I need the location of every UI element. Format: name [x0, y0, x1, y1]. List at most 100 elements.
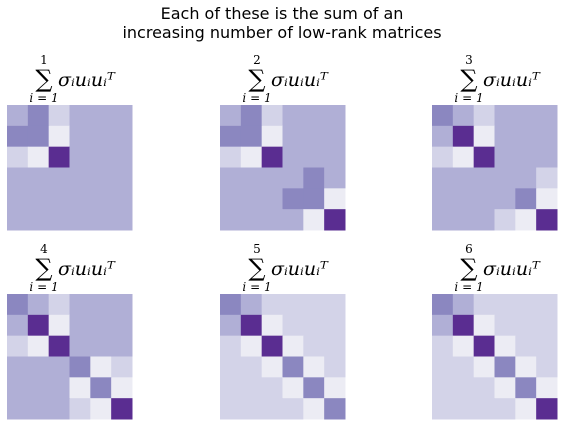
heatmap-cell — [27, 209, 50, 231]
heatmap-cell — [48, 146, 70, 168]
heatmap-cell — [48, 377, 70, 399]
heatmap-cell — [240, 167, 263, 189]
heatmap-cell — [90, 377, 112, 399]
heatmap-cell — [494, 335, 516, 357]
heatmap-cell — [27, 105, 50, 127]
heatmap-cell — [240, 209, 263, 231]
heatmap-cell — [261, 209, 283, 231]
heatmap-cell — [69, 105, 91, 127]
sum-lower-limit: i = 1 — [454, 91, 483, 105]
heatmap-cell — [240, 398, 263, 420]
heatmap-cell — [69, 377, 91, 399]
heatmap-cell — [494, 356, 516, 378]
heatmap-cell — [515, 188, 537, 210]
heatmap-cell — [303, 398, 325, 420]
sum-symbol: ∑ — [248, 65, 265, 93]
heatmap-cell — [303, 125, 325, 148]
summand-expression: σᵢuᵢuᵢᵀ — [271, 258, 329, 280]
heatmap-cell — [48, 335, 70, 357]
heatmap-cell — [7, 294, 29, 316]
heatmap-cell — [240, 105, 263, 127]
heatmap-cell — [432, 314, 454, 337]
heatmap-cell — [27, 167, 50, 189]
heatmap-cell — [536, 398, 558, 420]
heatmap-cell — [90, 294, 112, 316]
heatmap-cell — [324, 188, 346, 210]
heatmap-cell — [303, 335, 325, 357]
sum-upper-limit: 2 — [253, 53, 261, 67]
heatmap-cell — [7, 314, 29, 337]
sum-upper-limit: 5 — [253, 242, 261, 256]
heatmap-cell — [432, 335, 454, 357]
heatmap-cell — [536, 188, 558, 210]
heatmap-cell — [69, 294, 91, 316]
heatmap-cell — [7, 209, 29, 231]
heatmap-cell — [432, 209, 454, 231]
heatmap-cell — [261, 398, 283, 420]
heatmap-cell — [69, 398, 91, 420]
heatmap-cell — [48, 125, 70, 148]
heatmap-cell — [69, 209, 91, 231]
heatmap-cell — [48, 314, 70, 337]
heatmap-cell — [515, 146, 537, 168]
heatmap-cell — [261, 188, 283, 210]
heatmap-cell — [111, 398, 133, 420]
heatmap-cell — [90, 209, 112, 231]
heatmap-cell — [536, 167, 558, 189]
heatmap-cell — [220, 167, 242, 189]
heatmap-cell — [452, 105, 475, 127]
heatmap-cell — [324, 398, 346, 420]
heatmap-cell — [452, 314, 475, 337]
heatmap-cell — [324, 356, 346, 378]
heatmap-cell — [494, 314, 516, 337]
heatmap-cell — [220, 377, 242, 399]
heatmap-cell — [240, 356, 263, 378]
heatmap-cell — [452, 146, 475, 168]
heatmap-cell — [432, 188, 454, 210]
heatmap-cell — [494, 377, 516, 399]
heatmap-cell — [111, 335, 133, 357]
heatmap-cell — [111, 377, 133, 399]
heatmap-cell — [220, 146, 242, 168]
heatmap-cell — [473, 167, 495, 189]
heatmap-cell — [261, 314, 283, 337]
heatmap-cell — [27, 314, 50, 337]
heatmap-cell — [473, 377, 495, 399]
heatmap-cell — [452, 294, 475, 316]
heatmap-cell — [473, 294, 495, 316]
heatmap-cell — [324, 105, 346, 127]
heatmap-cell — [515, 398, 537, 420]
heatmap-cell — [48, 356, 70, 378]
heatmap-cell — [303, 105, 325, 127]
heatmap-cell — [432, 294, 454, 316]
heatmap-cell — [90, 356, 112, 378]
heatmap-cell — [48, 209, 70, 231]
heatmap-cell — [282, 188, 304, 210]
heatmap-cell — [69, 356, 91, 378]
summand-expression: σᵢuᵢuᵢᵀ — [483, 69, 541, 91]
heatmap-cell — [69, 167, 91, 189]
heatmap-cell — [48, 105, 70, 127]
heatmap-cell — [90, 105, 112, 127]
heatmap-cell — [27, 398, 50, 420]
heatmap-cell — [282, 314, 304, 337]
heatmap-cell — [48, 188, 70, 210]
heatmap-cell — [27, 377, 50, 399]
heatmap-cell — [432, 146, 454, 168]
figure-title-line-1: Each of these is the sum of an — [161, 4, 404, 23]
heatmap-cell — [90, 146, 112, 168]
heatmap-cell — [240, 188, 263, 210]
heatmap-cell — [473, 125, 495, 148]
heatmap-cell — [220, 209, 242, 231]
heatmap-cell — [240, 314, 263, 337]
heatmap-cell — [69, 188, 91, 210]
sum-upper-limit: 3 — [465, 53, 473, 67]
heatmap-cell — [111, 209, 133, 231]
sum-lower-limit: i = 1 — [29, 280, 58, 294]
heatmap-cell — [111, 167, 133, 189]
